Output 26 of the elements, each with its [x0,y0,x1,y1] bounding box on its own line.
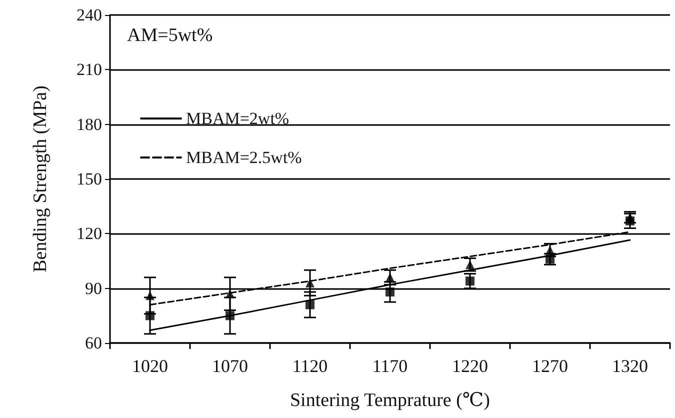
point [226,311,234,320]
x-tick-label: 1120 [292,356,328,376]
point [466,276,474,286]
y-tick-label: 90 [85,278,102,298]
annotation: AM=5wt% [127,25,213,46]
y-axis-title: Bending Strength (MPa) [30,86,51,272]
y-tick-label: 60 [85,334,102,352]
x-tick-label: 1020 [132,356,168,376]
x-tick-label: 1270 [532,356,568,376]
point [146,311,154,320]
y-tick-label: 120 [76,224,102,244]
legend-label: MBAM=2wt% [186,109,290,128]
y-tick-label: 240 [76,6,102,24]
x-tick-label: 1170 [372,356,408,376]
y-tick-label: 180 [76,114,102,134]
x-tick-label: 1320 [612,356,648,376]
y-tick-label: 150 [76,170,102,188]
legend-label: MBAM=2.5wt% [186,148,302,167]
point [386,287,394,296]
x-tick-label: 1070 [212,356,248,376]
x-tick-label: 1220 [452,356,488,376]
x-axis-title: Sintering Temprature (℃) [290,390,490,411]
point [146,291,154,300]
point [226,289,234,298]
point [306,300,314,310]
y-tick-label: 210 [76,60,102,80]
